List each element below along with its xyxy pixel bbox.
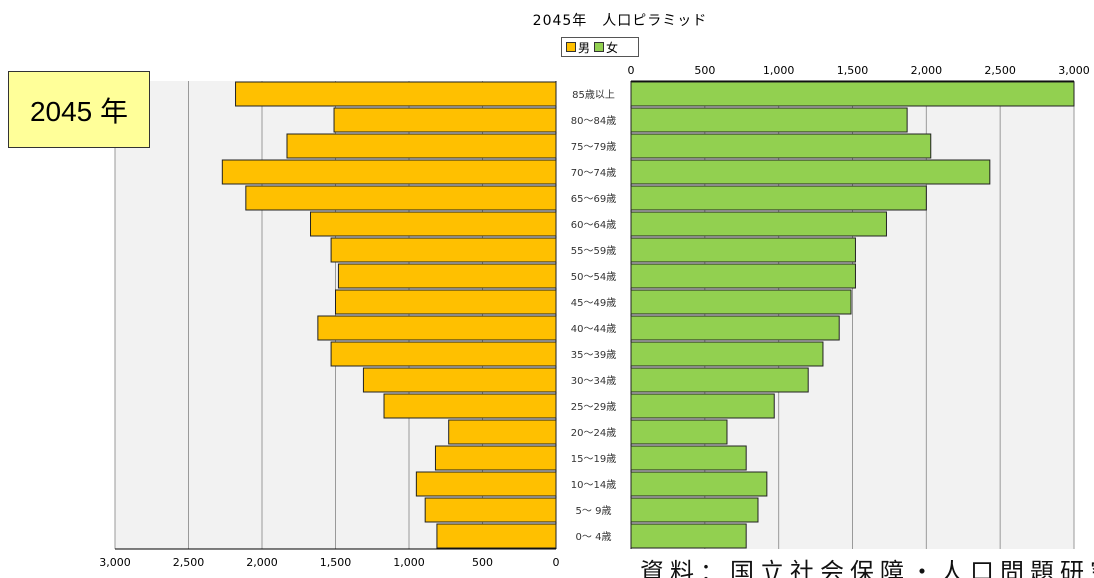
male-bar xyxy=(245,185,557,211)
male-bar xyxy=(337,263,557,289)
age-group-label: 20～24歳 xyxy=(571,427,616,439)
legend-label-male: 男 xyxy=(578,40,591,55)
age-group-label: 50～54歳 xyxy=(571,271,616,283)
female-bar xyxy=(630,81,1075,107)
legend: 男 女 xyxy=(561,37,639,57)
age-group-label: 30～34歳 xyxy=(571,375,616,387)
age-group-label: 45～49歳 xyxy=(571,297,616,309)
male-bar xyxy=(424,497,557,523)
age-group-label: 75～79歳 xyxy=(571,141,616,153)
male-bar xyxy=(436,523,557,549)
male-bar xyxy=(235,81,557,107)
male-bar xyxy=(448,419,557,445)
legend-item-male: 男 xyxy=(566,39,590,56)
age-group-label: 0～ 4歳 xyxy=(576,531,612,543)
age-group-label: 60～64歳 xyxy=(571,219,616,231)
female-bar xyxy=(630,523,747,549)
male-bar xyxy=(317,315,557,341)
female-x-tick-label: 2,000 xyxy=(911,64,943,77)
male-x-tick-label: 3,000 xyxy=(99,556,131,569)
male-x-tick-label: 500 xyxy=(472,556,493,569)
female-x-tick-label: 1,500 xyxy=(837,64,869,77)
male-x-tick-label: 0 xyxy=(553,556,560,569)
male-bar xyxy=(335,289,557,315)
age-group-label: 70～74歳 xyxy=(571,167,616,179)
male-bar xyxy=(333,107,557,133)
female-bar xyxy=(630,315,840,341)
male-x-tick-label: 1,500 xyxy=(320,556,352,569)
male-bar xyxy=(383,393,557,419)
male-bar xyxy=(362,367,557,393)
male-bar xyxy=(310,211,557,237)
age-group-label: 80～84歳 xyxy=(571,115,616,127)
female-bar xyxy=(630,419,728,445)
age-group-label: 15～19歳 xyxy=(571,453,616,465)
female-x-tick-label: 3,000 xyxy=(1058,64,1090,77)
female-bar xyxy=(630,367,809,393)
year-badge: 2045 年 xyxy=(8,71,150,148)
age-group-label: 5～ 9歳 xyxy=(576,505,612,517)
female-bar xyxy=(630,393,775,419)
female-bar xyxy=(630,263,856,289)
age-group-label: 25～29歳 xyxy=(571,401,616,413)
female-bar xyxy=(630,289,852,315)
female-bar xyxy=(630,445,747,471)
male-bar xyxy=(415,471,557,497)
female-bar xyxy=(630,341,824,367)
female-bar xyxy=(630,471,768,497)
age-group-label: 65～69歳 xyxy=(571,193,616,205)
female-bar xyxy=(630,237,856,263)
female-bar xyxy=(630,185,927,211)
male-x-tick-label: 1,000 xyxy=(393,556,425,569)
source-note: 資料：国立社会保障・人口問題研究所 xyxy=(640,559,1094,578)
male-bar xyxy=(434,445,557,471)
female-bar xyxy=(630,211,887,237)
female-bar xyxy=(630,497,759,523)
male-bar xyxy=(286,133,557,159)
female-x-tick-label: 500 xyxy=(694,64,715,77)
age-group-label: 40～44歳 xyxy=(571,323,616,335)
female-x-tick-label: 0 xyxy=(628,64,635,77)
legend-swatch-male xyxy=(566,42,576,52)
male-bar xyxy=(221,159,557,185)
age-group-label: 85歳以上 xyxy=(572,89,615,101)
female-bar xyxy=(630,107,908,133)
female-bar xyxy=(630,133,932,159)
chart-title: 2045年 人口ピラミッド xyxy=(532,13,708,29)
female-x-tick-label: 2,500 xyxy=(984,64,1016,77)
age-group-label: 10～14歳 xyxy=(571,479,616,491)
male-bar xyxy=(330,237,557,263)
male-x-tick-label: 2,500 xyxy=(173,556,205,569)
legend-swatch-female xyxy=(594,42,605,52)
female-x-tick-label: 1,000 xyxy=(763,64,795,77)
male-x-tick-label: 2,000 xyxy=(246,556,278,569)
female-bar xyxy=(630,159,991,185)
age-group-label: 55～59歳 xyxy=(571,245,616,257)
male-bar xyxy=(330,341,557,367)
legend-item-female: 女 xyxy=(594,39,618,56)
age-group-label: 35～39歳 xyxy=(571,349,616,361)
legend-label-female: 女 xyxy=(606,40,619,55)
